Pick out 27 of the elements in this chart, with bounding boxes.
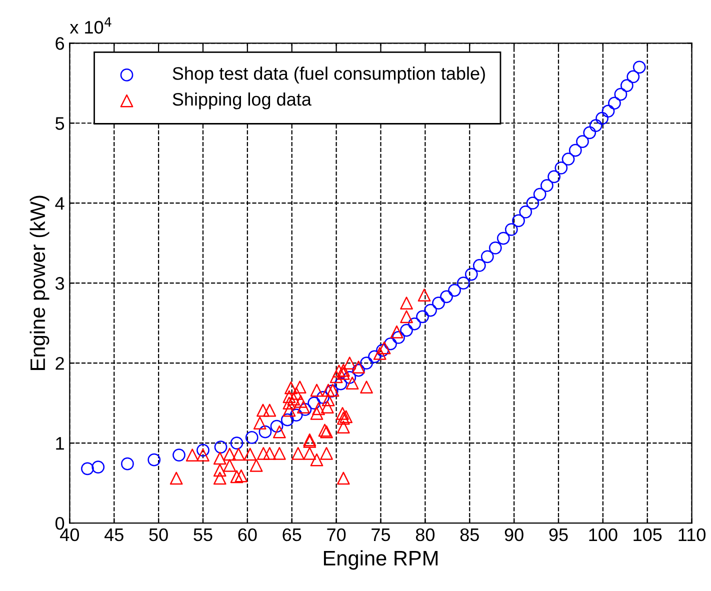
x-tick-label: 100 (589, 528, 618, 542)
text: x 10$^{4}$ (70, 17, 112, 34)
x-tick-label: 60 (238, 528, 257, 542)
x-tick-label: 70 (327, 528, 346, 542)
x-tick-label: 45 (104, 528, 124, 542)
x-tick-label: 90 (504, 528, 524, 542)
x-axis-title: Engine RPM (324, 550, 438, 570)
x-tick-label: 50 (149, 528, 168, 542)
x-tick-label: 95 (549, 528, 568, 542)
y-tick-label: 3 (55, 277, 64, 290)
x-tick-label: 80 (416, 528, 435, 542)
y-axis-title: Engine power (kW) (30, 196, 50, 370)
x-tick-label: 40 (60, 528, 80, 542)
legend-label: Shipping log data (172, 92, 312, 110)
legend-label: Shop test data (fuel consumption table) (172, 66, 485, 84)
x-tick-label: 65 (282, 528, 302, 542)
y-tick-label: 1 (56, 437, 64, 450)
x-tick-label: 55 (194, 528, 212, 542)
y-tick-label: 0 (55, 516, 64, 530)
x-tick-label: 105 (634, 528, 662, 542)
y-tick-label: 5 (56, 117, 64, 130)
x-tick-label: 85 (460, 528, 479, 542)
y-tick-label: 4 (55, 197, 64, 210)
x-tick-label: 75 (372, 528, 390, 542)
y-tick-label: 2 (56, 357, 64, 370)
y-tick-label: 6 (56, 37, 64, 50)
x-tick-label: 110 (678, 528, 706, 542)
